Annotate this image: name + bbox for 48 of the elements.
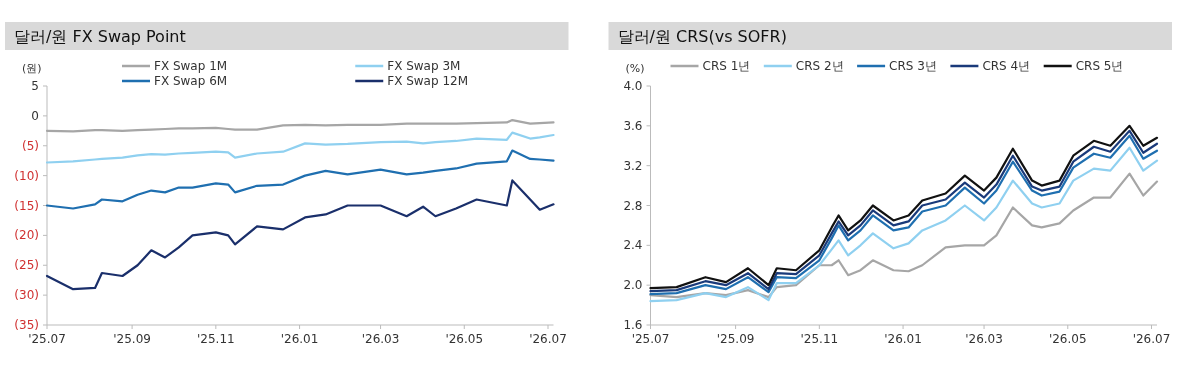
x-tick-label: '25.09 xyxy=(716,332,755,346)
x-tick-label: '25.07 xyxy=(631,332,670,346)
chart-title: 달러/원 CRS(vs SOFR) xyxy=(617,27,787,46)
legend-label: CRS 2년 xyxy=(795,59,844,73)
y-tick-label: 0 xyxy=(31,108,39,123)
line-series xyxy=(45,179,555,291)
x-tick-label: '26.03 xyxy=(361,332,400,346)
y-tick-label: 2.0 xyxy=(623,278,643,293)
y-tick-label: (20) xyxy=(14,228,39,243)
line-series xyxy=(45,149,555,210)
y-tick-label: 1.6 xyxy=(623,318,643,332)
legend-label: FX Swap 3M xyxy=(387,59,461,73)
x-tick-label: '26.03 xyxy=(965,332,1003,346)
x-tick-label: '26.01 xyxy=(884,332,922,346)
line-series xyxy=(45,131,555,164)
y-tick-label: (30) xyxy=(14,288,39,303)
x-tick-label: '25.07 xyxy=(28,332,66,346)
y-tick-label: 3.6 xyxy=(623,118,643,133)
x-tick-label: '25.11 xyxy=(197,332,235,346)
y-tick-label: (5) xyxy=(22,138,39,153)
line-series xyxy=(649,172,1159,299)
x-tick-label: '26.07 xyxy=(529,332,567,346)
line-series xyxy=(45,118,555,133)
y-tick-label: 3.2 xyxy=(623,158,643,173)
y-tick-label: (35) xyxy=(14,318,39,332)
legend-label: CRS 3년 xyxy=(889,59,937,73)
y-tick-label: (15) xyxy=(14,198,39,213)
y-tick-label: 5 xyxy=(31,79,39,93)
x-tick-label: '26.01 xyxy=(280,332,319,346)
y-tick-label: 2.4 xyxy=(623,238,643,253)
y-tick-label: (25) xyxy=(14,258,39,273)
legend-label: FX Swap 12M xyxy=(387,74,469,88)
y-tick-label: (10) xyxy=(14,168,39,183)
y-axis-title: (원) xyxy=(22,62,42,75)
x-tick-label: '26.05 xyxy=(1048,332,1087,346)
y-axis-title: (%) xyxy=(625,62,645,75)
legend-label: FX Swap 6M xyxy=(154,74,228,88)
x-tick-label: '25.09 xyxy=(113,332,151,346)
legend-label: CRS 5년 xyxy=(1075,59,1124,73)
legend-label: FX Swap 1M xyxy=(154,59,228,73)
x-tick-label: '26.05 xyxy=(445,332,484,346)
legend-label: CRS 1년 xyxy=(702,59,751,73)
chart-title: 달러/원 FX Swap Point xyxy=(14,27,186,46)
x-tick-label: '25.11 xyxy=(800,332,839,346)
legend-label: CRS 4년 xyxy=(982,59,1031,73)
y-tick-label: 2.8 xyxy=(623,198,643,213)
x-tick-label: '26.07 xyxy=(1132,332,1171,346)
y-tick-label: 4.0 xyxy=(623,79,643,93)
